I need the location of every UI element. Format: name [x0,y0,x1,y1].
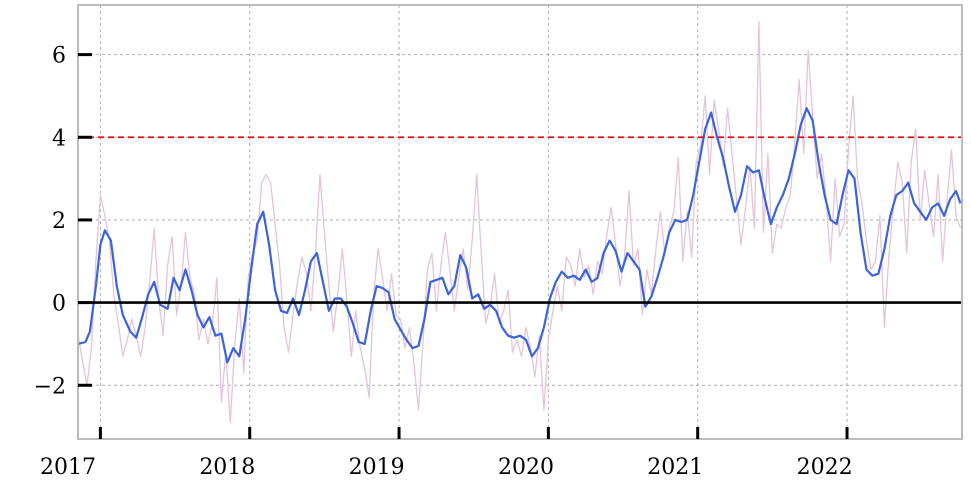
tick-marks [78,53,849,439]
reference-lines [78,136,962,304]
y-tick-label: 2 [52,209,66,234]
y-tick-label: −2 [34,374,66,399]
x-tick-label: 2017 [40,455,96,480]
grid-lines [78,5,962,439]
x-tick-label: 2021 [647,455,703,480]
y-tick-labels: −2 0 2 4 6 [34,44,66,400]
plot-frame [77,4,963,440]
x-tick-label: 2018 [199,455,255,480]
y-tick-label: 0 [52,292,66,317]
y-tick-label: 4 [52,126,66,151]
series-layer [77,20,962,424]
y-tick-label: 6 [52,44,66,69]
x-tick-label: 2022 [797,455,853,480]
series-line-2 [77,107,962,364]
x-tick-labels: 2017 2018 2019 2020 2021 2022 [40,455,853,480]
x-tick-label: 2020 [498,455,554,480]
plot-background [78,5,962,439]
x-tick-label: 2019 [349,455,405,480]
